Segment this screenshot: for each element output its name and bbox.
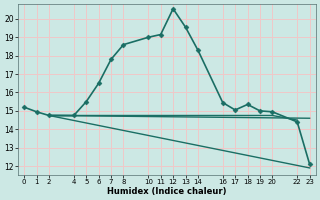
X-axis label: Humidex (Indice chaleur): Humidex (Indice chaleur) xyxy=(107,187,227,196)
